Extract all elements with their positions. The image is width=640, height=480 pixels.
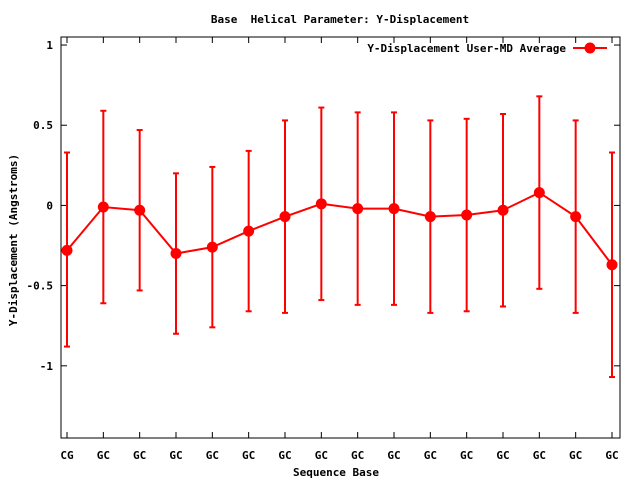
y-axis: -1 -0.5 0 0.5 1 — [27, 39, 620, 373]
data-point — [315, 198, 327, 210]
legend: Y-Displacement User-MD Average — [367, 42, 607, 55]
chart-title: Base Helical Parameter: Y-Displacement — [211, 13, 469, 26]
y-axis-label: Y-Displacement (Angstroms) — [7, 154, 20, 326]
y-tick-label: 0.5 — [33, 119, 53, 132]
x-tick-label: CG — [60, 449, 74, 462]
legend-label: Y-Displacement User-MD Average — [367, 42, 566, 55]
y-tick-label: -0.5 — [27, 280, 54, 293]
x-tick-label: GC — [533, 449, 546, 462]
x-tick-label: GC — [605, 449, 618, 462]
y-tick-label: -1 — [40, 360, 54, 373]
data-point — [243, 225, 255, 237]
x-tick-label: GC — [424, 449, 437, 462]
data-point — [61, 244, 73, 256]
x-tick-label: GC — [315, 449, 328, 462]
legend-marker — [584, 42, 596, 54]
x-tick-label: GC — [169, 449, 182, 462]
data-point — [279, 211, 291, 223]
data-point — [134, 204, 146, 216]
plot-frame — [60, 36, 621, 439]
series-line — [66, 191, 613, 266]
x-tick-label: GC — [242, 449, 255, 462]
data-point — [533, 187, 545, 199]
x-tick-label: GC — [278, 449, 291, 462]
y-tick-label: 1 — [46, 39, 53, 52]
x-tick-label: GC — [97, 449, 110, 462]
data-point — [170, 248, 182, 260]
data-point — [497, 204, 509, 216]
data-point — [606, 259, 618, 271]
x-tick-label: GC — [133, 449, 146, 462]
data-point — [570, 211, 582, 223]
data-point — [97, 201, 109, 213]
data-point — [388, 203, 400, 215]
data-point — [424, 211, 436, 223]
data-point — [352, 203, 364, 215]
x-tick-label: GC — [387, 449, 400, 462]
x-axis: CG GC GC GC GC GC GC GC GC GC GC GC GC GC GC GC — [60, 37, 619, 462]
data-point — [461, 209, 473, 221]
x-tick-label: GC — [496, 449, 509, 462]
y-tick-label: 0 — [46, 199, 53, 212]
x-tick-label: GC — [569, 449, 582, 462]
x-axis-label: Sequence Base — [293, 466, 379, 479]
x-tick-label: GC — [351, 449, 364, 462]
x-tick-label: GC — [460, 449, 473, 462]
x-tick-label: GC — [206, 449, 219, 462]
series-group — [61, 95, 618, 379]
data-point — [206, 241, 218, 253]
